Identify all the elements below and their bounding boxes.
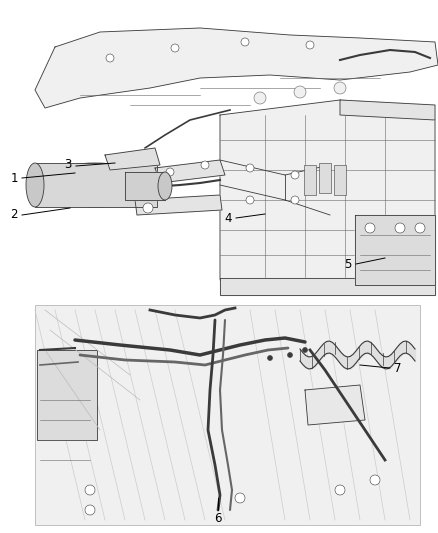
Polygon shape: [35, 28, 438, 108]
Polygon shape: [220, 278, 435, 295]
Circle shape: [291, 196, 299, 204]
Circle shape: [171, 44, 179, 52]
Circle shape: [201, 161, 209, 169]
Polygon shape: [135, 195, 222, 215]
Circle shape: [294, 86, 306, 98]
Circle shape: [166, 168, 174, 176]
Circle shape: [85, 485, 95, 495]
Circle shape: [268, 356, 272, 360]
Text: 6: 6: [214, 513, 222, 526]
Circle shape: [415, 223, 425, 233]
Text: 7: 7: [394, 361, 402, 375]
Polygon shape: [355, 215, 435, 285]
Polygon shape: [105, 148, 160, 170]
Circle shape: [395, 223, 405, 233]
Polygon shape: [340, 100, 435, 120]
Bar: [334, 165, 346, 195]
Bar: [37, 350, 97, 440]
Polygon shape: [125, 172, 165, 200]
Ellipse shape: [26, 163, 44, 207]
Circle shape: [365, 223, 375, 233]
Circle shape: [246, 196, 254, 204]
Circle shape: [287, 352, 293, 358]
Bar: [319, 163, 331, 193]
Text: 3: 3: [64, 158, 72, 172]
Text: 5: 5: [344, 259, 352, 271]
Bar: [35, 163, 157, 207]
Circle shape: [306, 41, 314, 49]
Polygon shape: [220, 100, 435, 290]
Polygon shape: [305, 385, 365, 425]
Text: 4: 4: [224, 213, 232, 225]
Circle shape: [334, 82, 346, 94]
Circle shape: [254, 92, 266, 104]
Circle shape: [241, 38, 249, 46]
Ellipse shape: [158, 172, 172, 200]
Circle shape: [291, 171, 299, 179]
Circle shape: [335, 485, 345, 495]
Text: 1: 1: [10, 172, 18, 184]
Circle shape: [85, 505, 95, 515]
Circle shape: [143, 203, 153, 213]
Bar: [35, 305, 420, 525]
Circle shape: [246, 164, 254, 172]
Ellipse shape: [33, 163, 157, 207]
Circle shape: [106, 54, 114, 62]
Bar: [304, 165, 316, 195]
Text: 2: 2: [10, 208, 18, 222]
Circle shape: [370, 475, 380, 485]
Circle shape: [303, 348, 307, 352]
Circle shape: [235, 493, 245, 503]
Polygon shape: [155, 160, 225, 183]
